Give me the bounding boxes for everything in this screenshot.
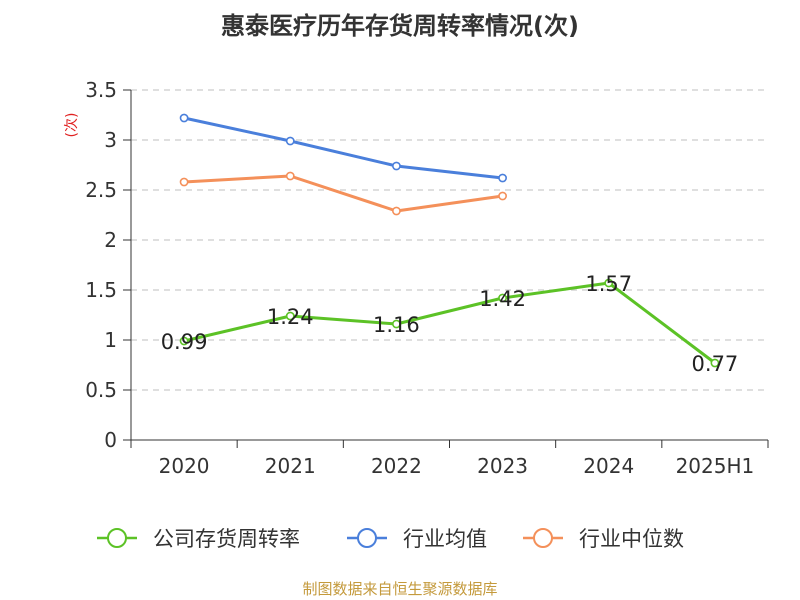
y-axis-label: (次) [64, 113, 80, 138]
legend-marker [107, 528, 127, 548]
series-line [183, 174, 503, 213]
data-labels: 0.99 1.24 1.16 1.42 1.57 0.77 [161, 272, 739, 376]
data-label: 0.77 [692, 352, 739, 376]
source-note: 制图数据来自恒生聚源数据库 [302, 580, 498, 598]
data-label: 0.99 [161, 330, 208, 354]
data-point [392, 206, 401, 216]
data-point [710, 358, 720, 368]
data-point [392, 319, 401, 329]
y-tick-label: 1.5 [85, 278, 117, 302]
x-tick-label: 2024 [583, 454, 634, 478]
y-tick-label: 3.5 [85, 78, 117, 102]
y-tick-label: 0 [104, 428, 117, 452]
data-point [285, 136, 295, 146]
data-point [179, 336, 189, 346]
y-tick-label: 0.5 [85, 378, 117, 402]
legend-marker [533, 528, 553, 548]
series-line [183, 281, 716, 365]
legend-label: 行业均值 [403, 527, 487, 551]
legend-marker [357, 528, 377, 548]
data-point [498, 173, 507, 183]
x-tick-label: 2023 [477, 454, 528, 478]
x-tick-label: 2021 [265, 454, 316, 478]
data-label: 1.16 [373, 313, 420, 337]
series-lines [179, 113, 720, 368]
data-point [285, 311, 295, 321]
data-label: 1.42 [479, 287, 526, 311]
legend-label: 行业中位数 [579, 527, 684, 551]
data-point [392, 161, 401, 171]
y-tick-label: 2.5 [85, 178, 117, 202]
legend: 公司存货周转率 行业均值 行业中位数 [97, 527, 684, 551]
x-tick-label: 2022 [371, 454, 422, 478]
data-label: 1.57 [585, 272, 632, 296]
data-point [285, 171, 295, 181]
data-point [179, 177, 189, 187]
x-tick-label: 2020 [159, 454, 210, 478]
chart-title: 惠泰医疗历年存货周转率情况(次) [221, 12, 579, 40]
data-point [498, 293, 507, 303]
grid-lines [131, 89, 768, 391]
data-point [498, 191, 507, 201]
x-tick-label: 2025H1 [676, 454, 755, 478]
data-point [179, 113, 189, 123]
data-point [604, 278, 614, 288]
series-line [183, 116, 503, 180]
data-label: 1.24 [267, 305, 314, 329]
y-tick-label: 3 [104, 128, 117, 152]
y-tick-label: 2 [104, 228, 117, 252]
legend-label: 公司存货周转率 [153, 527, 300, 551]
axes: 0 0.5 1 1.5 2 2.5 3 3.5 2020 2021 2022 2023 2024 2025… [64, 78, 769, 478]
y-tick-label: 1 [104, 328, 117, 352]
